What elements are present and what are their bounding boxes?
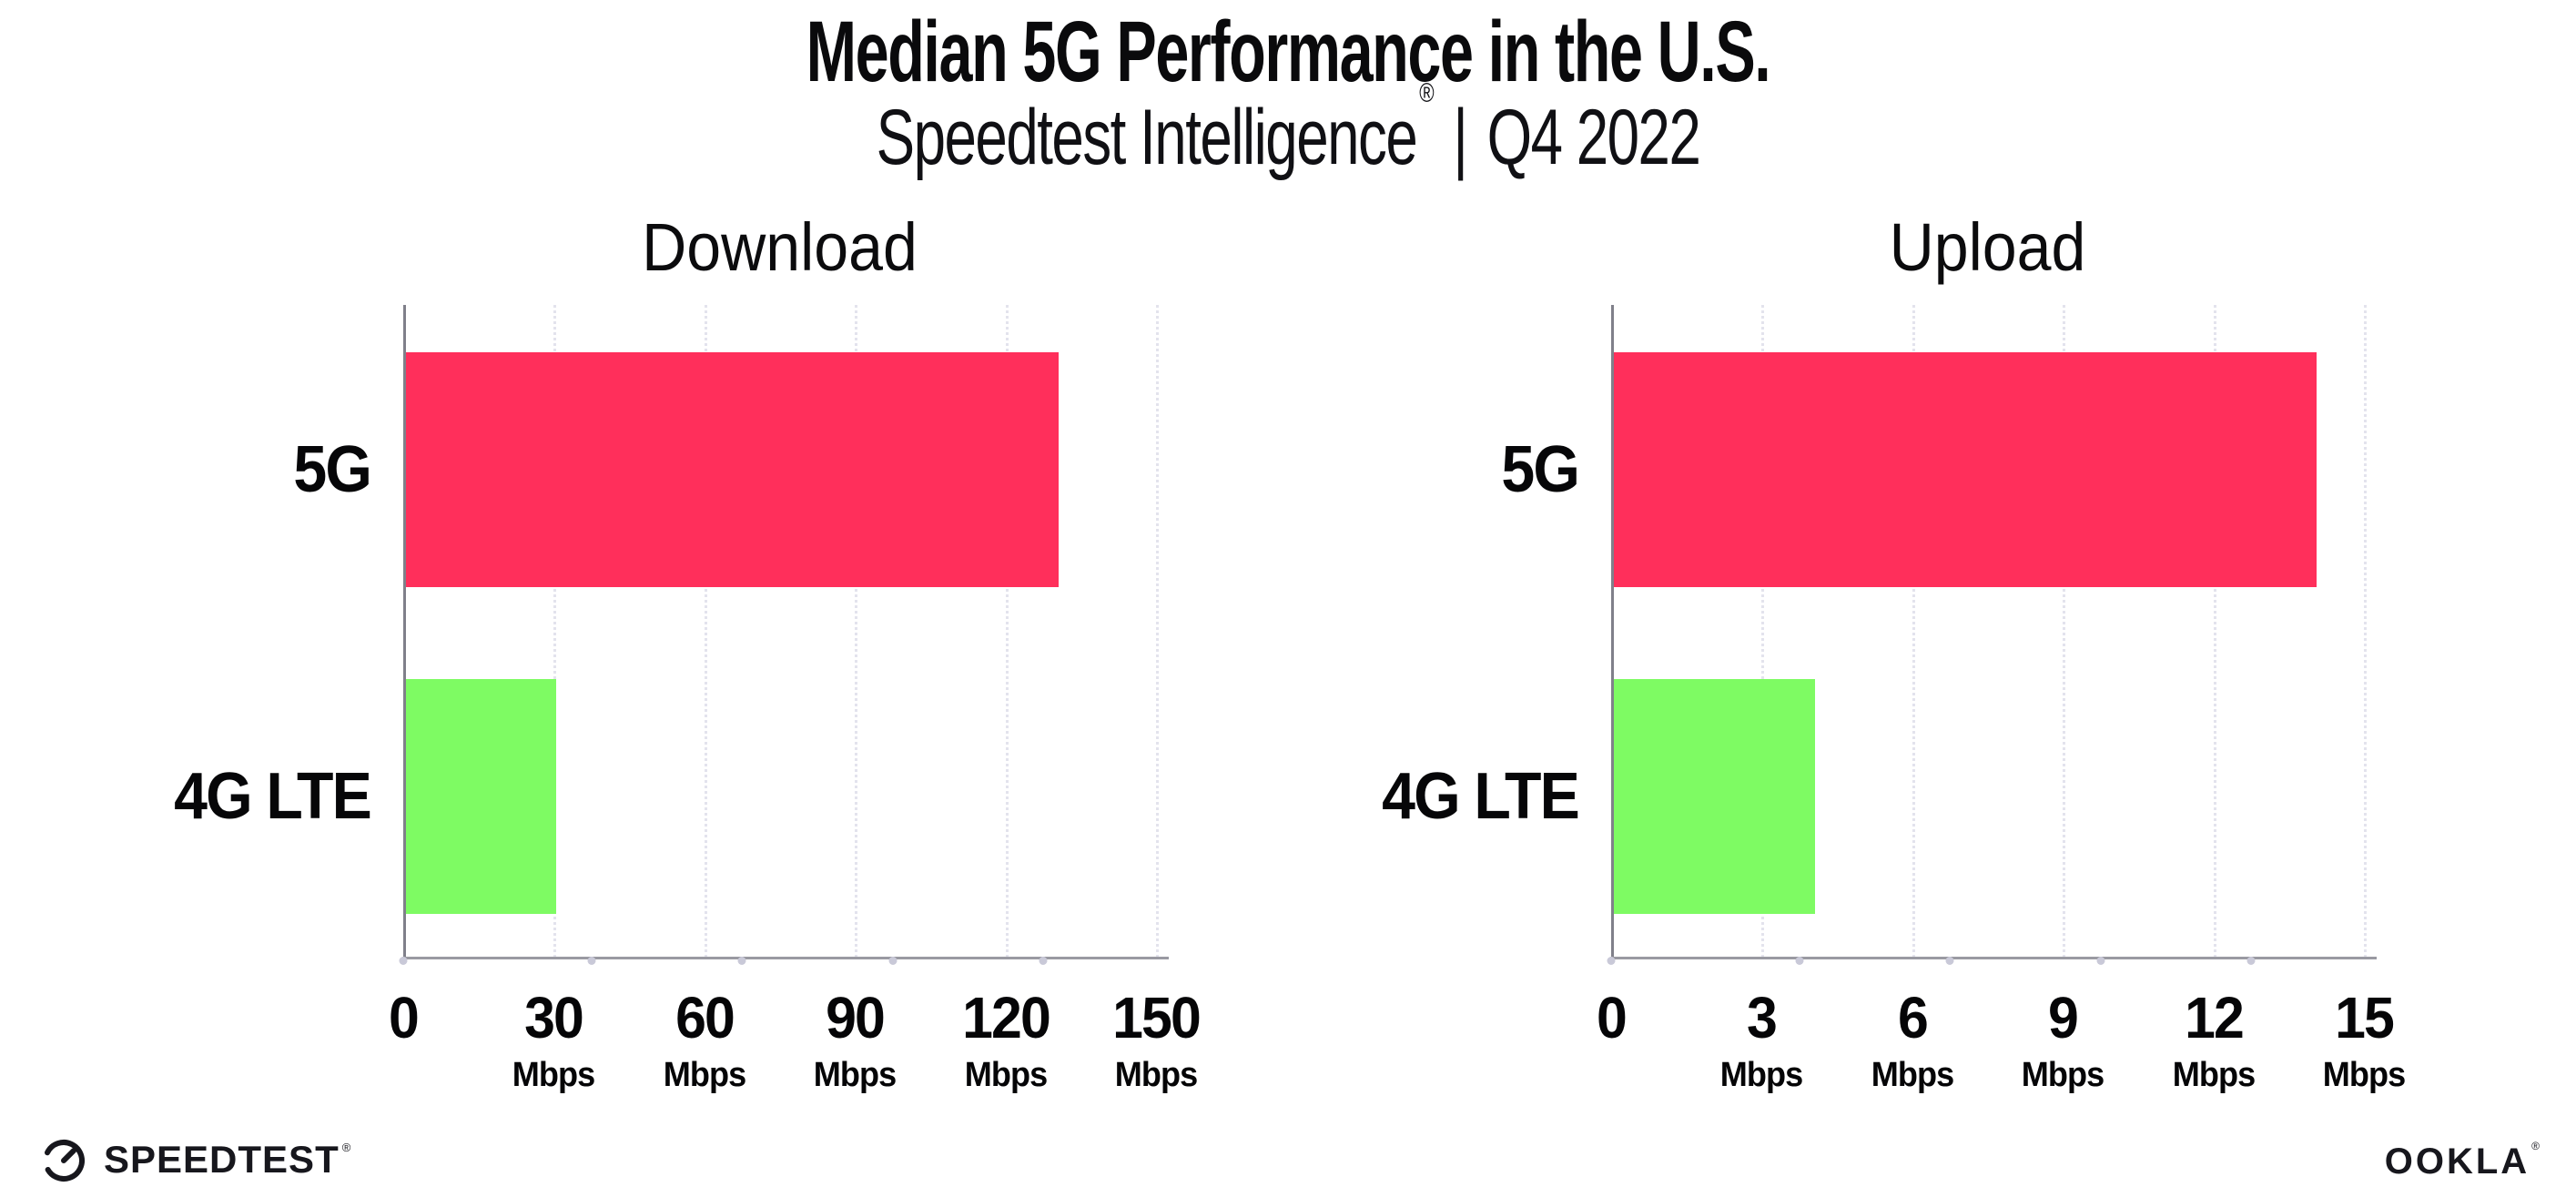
x-axis-ticks-upload: 0 3 Mbps 6 Mbps 9 Mbps 12 Mbps 15 Mbps [1597,958,2406,1112]
page-title: Median 5G Performance in the U.S. [806,4,1771,100]
x-axis-tick-label: 6 Mbps [1871,985,1954,1094]
x-axis-line [402,957,1169,959]
download-chart: Download 5G 4G LTE 0 30 Mbps 60 Mbps 90 Mbps 12… [174,214,1202,1093]
gridline [2213,305,2216,958]
axis-dot [399,957,408,965]
ookla-registered-icon: ® [2531,1140,2540,1152]
gridline [1156,305,1159,958]
bar-5g-upload [1614,352,2317,587]
gridline [553,305,557,958]
speedtest-gauge-icon [42,1140,85,1182]
x-axis-tick-label: 120 Mbps [961,985,1051,1094]
x-axis-tick-label: 15 Mbps [2322,985,2406,1094]
x-axis-tick-label: 150 Mbps [1112,985,1202,1094]
speedtest-wordmark: SPEEDTEST [104,1138,340,1181]
axis-dot [2246,957,2256,965]
subtitle-period: Q4 2022 [1486,94,1701,181]
gridline [1912,305,1915,958]
speedtest-logo: SPEEDTEST ® [38,1134,350,1185]
axis-dot [888,957,898,965]
speedtest-registered-icon: ® [341,1140,351,1154]
gridline [2063,305,2066,958]
plot-area-download [399,305,1169,965]
category-label-4g-lte-upload: 4G LTE [1382,760,1580,833]
x-axis-tick-label: 90 Mbps [813,985,897,1094]
bar-4g-lte-download [406,679,557,914]
axis-dot [2096,957,2105,965]
gridlines [1611,305,2367,958]
gridline [855,305,858,958]
category-label-5g-upload: 5G [1501,433,1580,506]
upload-chart: Upload 5G 4G LTE 0 3 Mbps 6 Mbps 9 Mbps 12 Mbps 1… [1382,214,2406,1093]
axis-dot [1039,957,1048,965]
ookla-wordmark: OOKLA [2384,1141,2530,1182]
x-axis-tick-label: 60 Mbps [663,985,746,1094]
x-axis-tick-label: 0 [1597,985,1628,1050]
x-axis-tick-label: 9 Mbps [2021,985,2104,1094]
gridline [1005,305,1009,958]
gridline [704,305,707,958]
ookla-logo: OOKLA ® [2384,1140,2540,1182]
category-label-5g-download: 5G [293,433,372,506]
x-axis-tick-label: 0 [389,985,420,1050]
y-axis-line [403,305,406,958]
axis-dot [1795,957,1804,965]
gridline [1761,305,1765,958]
axis-dot [1607,957,1616,965]
axis-dot [1945,957,1954,965]
x-axis-line [1610,957,2377,959]
subtitle-separator: | [1453,94,1468,181]
subtitle: Speedtest Intelligence®| Q4 2022 [335,80,2241,177]
x-axis-tick-label: 12 Mbps [2172,985,2255,1094]
gridline [2364,305,2367,958]
registered-trademark-icon: ® [1419,78,1434,109]
x-axis-tick-label: 30 Mbps [512,985,595,1094]
axis-dot [737,957,746,965]
x-axis-tick-label: 3 Mbps [1720,985,1803,1094]
subtitle-brand: Speedtest Intelligence [876,94,1418,181]
chart-title-upload: Upload [1889,209,2086,285]
x-axis-ticks-download: 0 30 Mbps 60 Mbps 90 Mbps 120 Mbps 150 Mbps [389,958,1202,1112]
bar-4g-lte-upload [1614,679,1815,914]
gridlines [403,305,1159,958]
bar-5g-download [406,352,1059,587]
chart-title-download: Download [642,209,918,285]
axis-dot [587,957,596,965]
plot-area-upload [1607,305,2377,965]
y-axis-line [1611,305,1614,958]
category-label-4g-lte-download: 4G LTE [174,760,372,833]
